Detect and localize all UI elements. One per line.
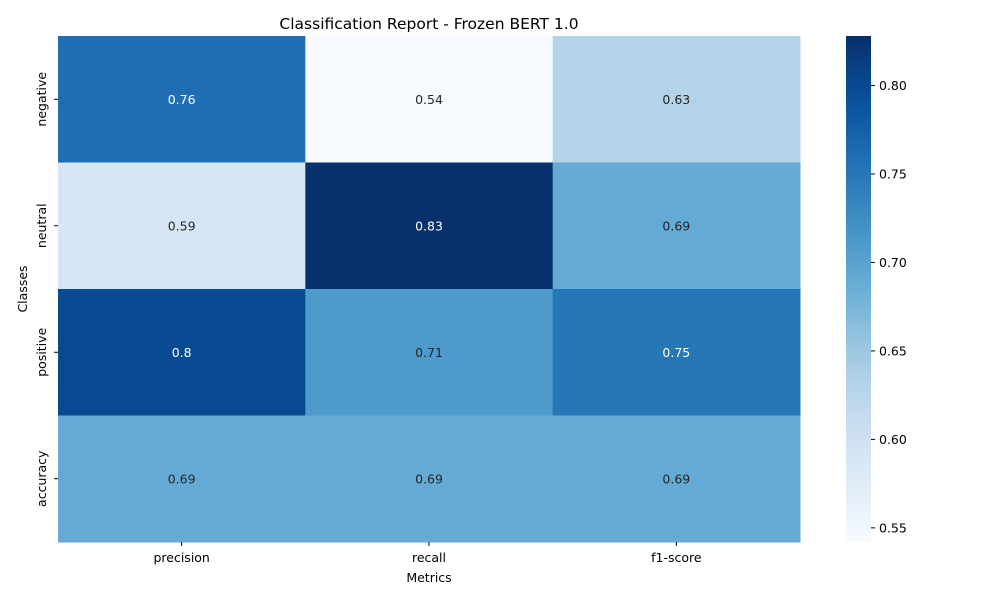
cell-value-label: 0.71 [415,345,443,360]
y-tick-label: positive [34,327,49,376]
cell-value-label: 0.54 [415,92,443,107]
heatmap-cell [58,36,306,163]
y-tick-label: accuracy [34,450,49,507]
y-axis-ticks: negative neutral positive accuracy [34,72,58,507]
cell-value-label: 0.75 [662,345,690,360]
heatmap-cell [552,415,801,543]
colorbar-tick-label: 0.80 [879,78,907,93]
x-axis-label: Metrics [406,570,451,585]
cell-value-label: 0.63 [662,92,690,107]
heatmap-cell [552,36,801,163]
heatmap-cells: 0.76 0.54 0.63 0.59 0.83 0.69 0.8 0.71 0.75 0.69 0… [58,36,801,543]
heatmap-cell [305,162,554,290]
heatmap-cell [305,289,554,416]
y-tick-label: negative [34,72,49,127]
cell-value-label: 0.69 [662,218,690,233]
colorbar-tick-label: 0.60 [879,432,907,447]
colorbar: 0.55 0.60 0.65 0.70 0.75 0.80 [846,36,907,542]
cell-value-label: 0.8 [172,345,192,360]
heatmap-cell [305,36,554,163]
colorbar-tick-label: 0.65 [879,343,907,358]
chart-title: Classification Report - Frozen BERT 1.0 [279,15,578,33]
cell-value-label: 0.59 [168,218,196,233]
x-axis-ticks: precision recall f1-score [153,542,702,565]
x-tick-label: recall [412,550,446,565]
heatmap-cell [305,415,554,543]
colorbar-tick-label: 0.55 [879,520,907,535]
heatmap-cell [58,415,306,543]
colorbar-tick-label: 0.70 [879,255,907,270]
cell-value-label: 0.83 [415,218,443,233]
heatmap-cell [552,162,801,290]
x-tick-label: f1-score [651,550,702,565]
cell-value-label: 0.69 [168,471,196,486]
heatmap-cell [58,162,306,290]
cell-value-label: 0.69 [415,471,443,486]
cell-value-label: 0.76 [168,92,196,107]
x-tick-label: precision [153,550,209,565]
heatmap-cell [552,289,801,416]
y-axis-label: Classes [15,265,30,312]
heatmap-cell [58,289,306,416]
colorbar-tick-label: 0.75 [879,167,907,182]
cell-value-label: 0.69 [662,471,690,486]
y-tick-label: neutral [34,203,49,248]
colorbar-gradient [846,36,871,542]
